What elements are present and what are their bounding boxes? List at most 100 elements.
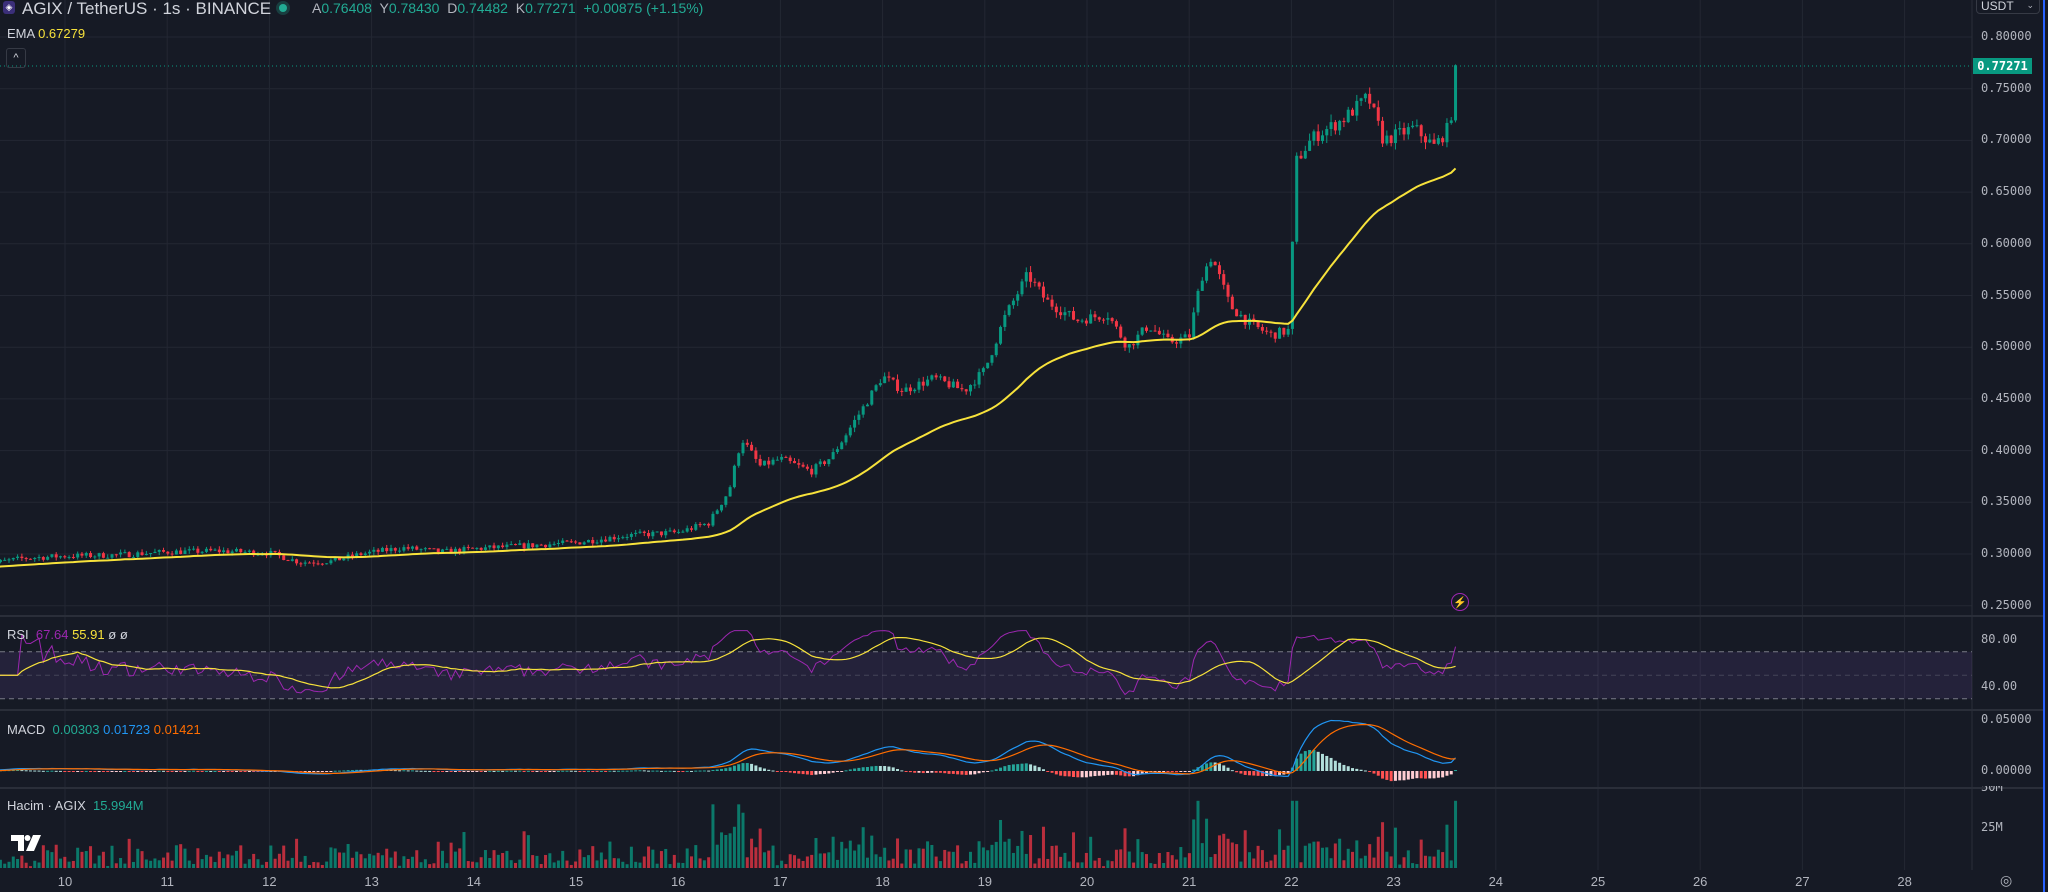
- macd-histogram-bar: [861, 767, 865, 771]
- macd-histogram-bar: [410, 770, 414, 772]
- macd-legend[interactable]: MACD 0.00303 0.01723 0.01421: [7, 722, 201, 737]
- candle-body: [1346, 109, 1350, 123]
- macd-histogram-bar: [1441, 771, 1445, 778]
- candle-body: [1166, 333, 1170, 337]
- candle-body: [561, 540, 565, 543]
- lightning-alert-icon[interactable]: ⚡: [1451, 593, 1469, 611]
- volume-bar: [1024, 853, 1028, 868]
- candle-body: [1406, 127, 1410, 135]
- candle-body: [1144, 327, 1148, 331]
- symbol-title[interactable]: AGIX / TetherUS · 1s · BINANCE: [22, 0, 272, 18]
- rsi-extra-value: ø: [119, 627, 128, 642]
- macd-histogram-bar: [977, 771, 981, 774]
- candle-body: [797, 463, 801, 465]
- macd-histogram-bar: [316, 771, 320, 772]
- candle-body: [634, 532, 638, 535]
- macd-histogram-bar: [990, 770, 994, 772]
- candle-body: [410, 546, 414, 549]
- volume-bar: [638, 862, 642, 868]
- volume-bar: [1175, 859, 1179, 868]
- volume-bar: [1299, 862, 1303, 868]
- volume-bar: [835, 859, 839, 868]
- candle-body: [471, 547, 475, 549]
- candle-body: [1325, 129, 1329, 136]
- volume-bar: [338, 852, 342, 868]
- macd-histogram-bar: [793, 771, 797, 774]
- candle-body: [831, 452, 835, 460]
- volume-bar: [1200, 843, 1204, 868]
- macd-histogram-bar: [1256, 771, 1260, 776]
- macd-histogram-bar: [59, 770, 63, 772]
- volume-bar: [698, 858, 702, 868]
- volume-bar: [71, 860, 75, 868]
- volume-bar: [556, 860, 560, 868]
- candle-body: [16, 556, 20, 558]
- candle-body: [1454, 65, 1458, 121]
- volume-bar: [303, 855, 307, 868]
- volume-bar: [887, 860, 891, 868]
- macd-histogram-bar: [355, 769, 359, 771]
- candle-body: [883, 376, 887, 384]
- volume-bar: [702, 860, 706, 868]
- volume-legend[interactable]: Hacim · AGIX 15.994M: [7, 798, 144, 813]
- volume-bar: [848, 840, 852, 868]
- candle-body: [1102, 319, 1106, 321]
- macd-histogram-bar: [853, 768, 857, 771]
- volume-bar: [599, 852, 603, 868]
- candle-body: [1282, 327, 1286, 335]
- candle-body: [234, 548, 238, 552]
- candle-body: [462, 547, 466, 553]
- volume-bar: [144, 859, 148, 868]
- candle-body: [479, 547, 483, 550]
- candle-body: [1187, 334, 1191, 338]
- candle-body: [106, 557, 110, 559]
- collapse-legend-button[interactable]: ^: [6, 48, 26, 68]
- time-axis-label: 26: [1692, 874, 1708, 889]
- volume-bar: [595, 860, 599, 868]
- volume-bar: [1243, 830, 1247, 868]
- candle-body: [230, 551, 234, 554]
- volume-bar: [552, 862, 556, 868]
- macd-histogram-bar: [698, 770, 702, 772]
- candle-body: [101, 553, 105, 558]
- volume-bar: [647, 846, 651, 868]
- settings-eye-icon[interactable]: ◎: [2000, 872, 2013, 888]
- rsi-legend[interactable]: RSI 67.64 55.91 ø ø: [7, 627, 128, 642]
- macd-histogram-bar: [1084, 771, 1088, 778]
- macd-histogram-bar: [466, 771, 470, 772]
- time-axis-label: 23: [1386, 874, 1401, 889]
- volume-bar: [419, 862, 423, 868]
- candle-body: [3, 559, 7, 561]
- ema-legend[interactable]: EMA 0.67279: [7, 26, 85, 41]
- volume-bar: [329, 847, 333, 868]
- candle-body: [659, 531, 663, 536]
- macd-histogram-bar: [170, 771, 174, 772]
- macd-histogram-bar: [1119, 771, 1123, 776]
- candle-body: [355, 553, 359, 557]
- macd-histogram-bar: [1411, 771, 1415, 779]
- candle-body: [938, 376, 942, 378]
- macd-histogram-bar: [981, 771, 985, 773]
- candle-body: [286, 560, 290, 562]
- candle-body: [1333, 122, 1337, 131]
- macd-histogram-bar: [767, 769, 771, 771]
- candle-body: [419, 549, 423, 551]
- volume-bar: [1445, 824, 1449, 868]
- volume-bar: [402, 856, 406, 868]
- volume-bar: [677, 862, 681, 868]
- volume-bar: [187, 860, 191, 868]
- volume-bar: [1338, 838, 1342, 868]
- currency-dropdown[interactable]: USDT ⌄: [1976, 0, 2040, 14]
- tradingview-logo-icon[interactable]: [11, 835, 43, 852]
- volume-bar: [385, 848, 389, 868]
- macd-histogram-bar: [1110, 771, 1114, 775]
- macd-histogram-bar: [50, 770, 54, 772]
- macd-histogram-bar: [745, 763, 749, 771]
- candle-body: [329, 560, 333, 564]
- volume-bar: [938, 861, 942, 868]
- time-axis-label: 17: [773, 874, 788, 889]
- volume-bar: [320, 864, 324, 868]
- macd-histogram-bar: [423, 770, 427, 772]
